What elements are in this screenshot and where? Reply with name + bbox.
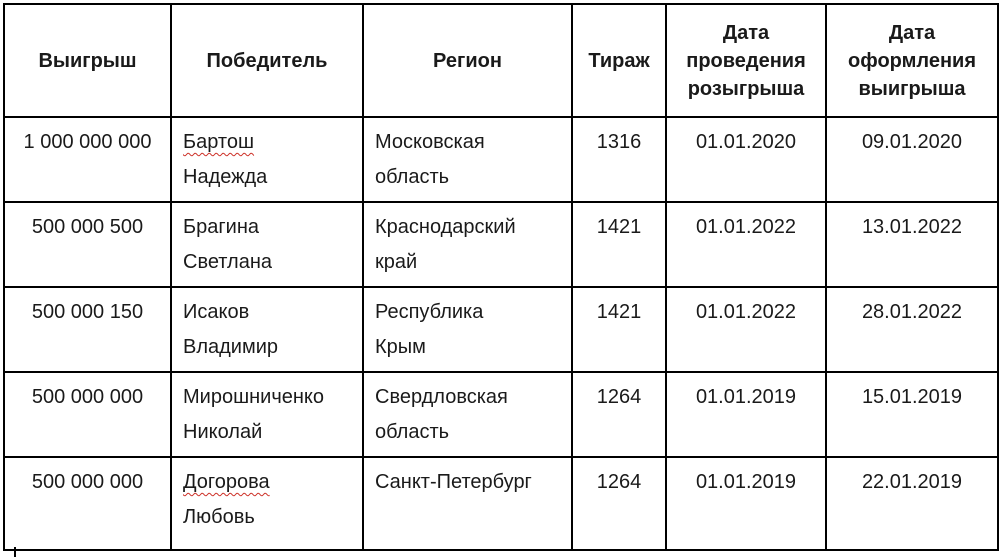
prize-cell: 1 000 000 000 <box>3 116 172 203</box>
edition-cell: 1421 <box>571 201 667 288</box>
table-row: 500 000 000 Мирошниченко Николай Свердло… <box>3 371 999 458</box>
table-row: 1 000 000 000 Бартош Надежда Московская … <box>3 116 999 203</box>
edition-cell: 1316 <box>571 116 667 203</box>
winner-firstname: Любовь <box>183 506 255 528</box>
prize-cell: 500 000 000 <box>3 456 172 551</box>
draw-date-cell: 01.01.2019 <box>665 371 827 458</box>
winner-cell: Брагина Светлана <box>170 201 364 288</box>
col-header-winner: Победитель <box>170 3 364 118</box>
claim-date-cell: 22.01.2019 <box>825 456 999 551</box>
winner-cell: Исаков Владимир <box>170 286 364 373</box>
region-cell: Республика Крым <box>362 286 573 373</box>
winner-surname: Бартош <box>183 131 255 153</box>
draw-date-cell: 01.01.2022 <box>665 201 827 288</box>
region-line: Свердловская <box>375 386 508 408</box>
region-line: Московская <box>375 131 485 153</box>
winner-cell: Догорова Любовь <box>170 456 364 551</box>
winner-cell: Бартош Надежда <box>170 116 364 203</box>
edition-cell: 1264 <box>571 371 667 458</box>
draw-date-cell: 01.01.2022 <box>665 286 827 373</box>
table-row: 500 000 500 Брагина Светлана Краснодарск… <box>3 201 999 288</box>
winner-firstname: Надежда <box>183 166 268 188</box>
claim-date-cell: 28.01.2022 <box>825 286 999 373</box>
region-line: Санкт-Петербург <box>375 471 532 493</box>
table-row: 500 000 150 Исаков Владимир Республика К… <box>3 286 999 373</box>
claim-date-cell: 09.01.2020 <box>825 116 999 203</box>
prize-cell: 500 000 150 <box>3 286 172 373</box>
region-line: край <box>375 251 418 273</box>
region-cell: Санкт-Петербург <box>362 456 573 551</box>
col-header-edition: Тираж <box>571 3 667 118</box>
winner-surname: Брагина <box>183 216 260 238</box>
draw-date-cell: 01.01.2019 <box>665 456 827 551</box>
winner-cell: Мирошниченко Николай <box>170 371 364 458</box>
header-row: Выигрыш Победитель Регион Тираж Дата про… <box>3 3 999 118</box>
winner-firstname: Николай <box>183 421 263 443</box>
col-header-prize: Выигрыш <box>3 3 172 118</box>
prize-cell: 500 000 000 <box>3 371 172 458</box>
claim-date-cell: 13.01.2022 <box>825 201 999 288</box>
winner-surname: Мирошниченко <box>183 386 325 408</box>
edition-cell: 1421 <box>571 286 667 373</box>
region-cell: Свердловская область <box>362 371 573 458</box>
text-cursor-mark <box>14 547 16 557</box>
edition-cell: 1264 <box>571 456 667 551</box>
winner-firstname: Светлана <box>183 251 272 273</box>
region-line: область <box>375 421 450 443</box>
claim-date-cell: 15.01.2019 <box>825 371 999 458</box>
draw-date-cell: 01.01.2020 <box>665 116 827 203</box>
col-header-claim-date: Дата оформления выигрыша <box>825 3 999 118</box>
prize-cell: 500 000 500 <box>3 201 172 288</box>
region-line: Краснодарский <box>375 216 516 238</box>
col-header-region: Регион <box>362 3 573 118</box>
winner-firstname: Владимир <box>183 336 279 358</box>
region-cell: Московская область <box>362 116 573 203</box>
winner-surname: Догорова <box>183 471 270 493</box>
table-row: 500 000 000 Догорова Любовь Санкт-Петерб… <box>3 456 999 551</box>
region-line: Республика <box>375 301 484 323</box>
lottery-winners-table: Выигрыш Победитель Регион Тираж Дата про… <box>3 3 999 551</box>
col-header-draw-date: Дата проведения розыгрыша <box>665 3 827 118</box>
winner-surname: Исаков <box>183 301 250 323</box>
region-line: Крым <box>375 336 426 358</box>
region-cell: Краснодарский край <box>362 201 573 288</box>
region-line: область <box>375 166 450 188</box>
